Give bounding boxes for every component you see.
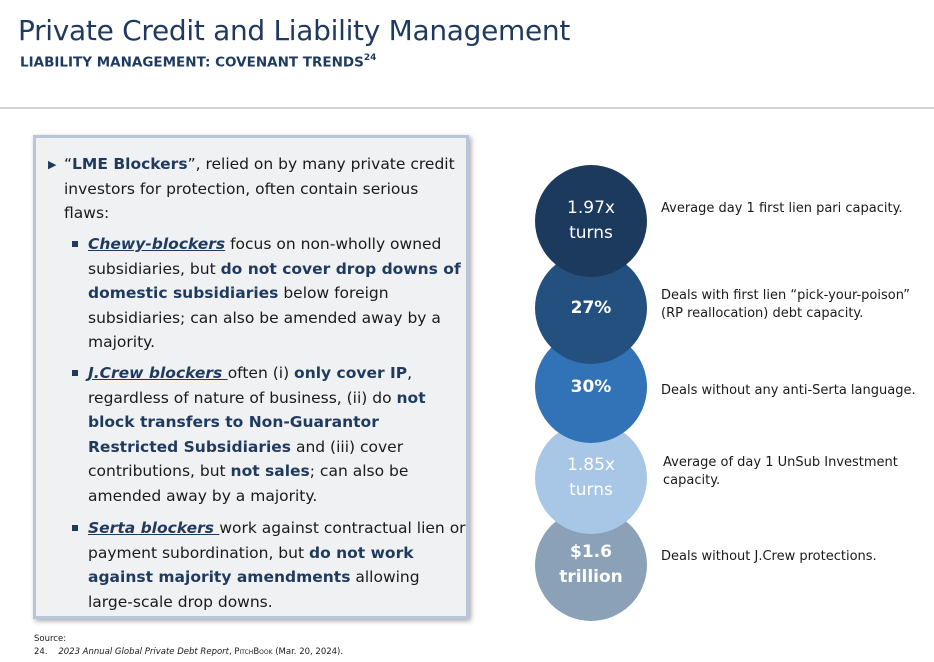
main-bullet: ▶ “LME Blockers”, relied on by many priv…: [48, 152, 458, 226]
jcrew-blockers-link[interactable]: J.Crew blockers: [88, 364, 228, 382]
stat-desc-jcrew-deals: Deals without J.Crew protections.: [661, 549, 877, 564]
header-divider: [0, 107, 934, 109]
sub-bullet-text: Chewy-blockers focus on non-wholly owned…: [88, 235, 461, 351]
source-citation: 24. 2023 Annual Global Private Debt Repo…: [34, 647, 344, 657]
square-bullet-icon: [72, 525, 78, 531]
sub-bullet-serta: Serta blockers work against contractual …: [72, 516, 467, 614]
source-label: Source:: [34, 634, 67, 644]
lme-blockers-term: LME Blockers: [72, 155, 188, 173]
sub-bullet-jcrew: J.Crew blockers often (i) only cover IP,…: [72, 361, 467, 508]
subtitle-text: LIABILITY MANAGEMENT: COVENANT TRENDS: [20, 54, 364, 71]
stat-circle-first-lien-pari: 1.97x turns: [535, 165, 647, 277]
chewy-blockers-link[interactable]: Chewy-blockers: [88, 235, 226, 253]
sub-bullet-chewy: Chewy-blockers focus on non-wholly owned…: [72, 232, 467, 355]
sub-bullet-text: Serta blockers work against contractual …: [88, 519, 466, 611]
square-bullet-icon: [72, 370, 78, 376]
stat-desc-first-lien-pari: Average day 1 first lien pari capacity.: [661, 201, 903, 216]
publisher: PitchBook: [234, 647, 273, 657]
footnote-ref: 24: [363, 53, 377, 63]
serta-blockers-link[interactable]: Serta blockers: [88, 519, 220, 537]
page-title: Private Credit and Liability Management: [18, 14, 571, 47]
triangle-bullet-icon: ▶: [48, 158, 57, 171]
lme-blockers-textbox: ▶ “LME Blockers”, relied on by many priv…: [33, 135, 469, 619]
report-title: 2023 Annual Global Private Debt Report: [58, 647, 229, 657]
stat-desc-pick-your-poison: Deals with first lien “pick-your-poison”…: [661, 288, 910, 321]
stat-circle-unsub-capacity: 1.85x turns: [535, 422, 647, 534]
stat-desc-unsub-capacity: Average of day 1 UnSub Investment capaci…: [663, 455, 898, 488]
main-bullet-text: “LME Blockers”, relied on by many privat…: [64, 155, 455, 222]
stat-desc-anti-serta: Deals without any anti-Serta language.: [661, 383, 916, 398]
source-footnote: Source: 24. 2023 Annual Global Private D…: [34, 633, 343, 659]
sub-bullet-text: J.Crew blockers often (i) only cover IP,…: [88, 364, 426, 505]
square-bullet-icon: [72, 241, 78, 247]
stat-circle-pick-your-poison: 27%: [535, 252, 647, 364]
page-subtitle: LIABILITY MANAGEMENT: COVENANT TRENDS24: [20, 53, 377, 71]
